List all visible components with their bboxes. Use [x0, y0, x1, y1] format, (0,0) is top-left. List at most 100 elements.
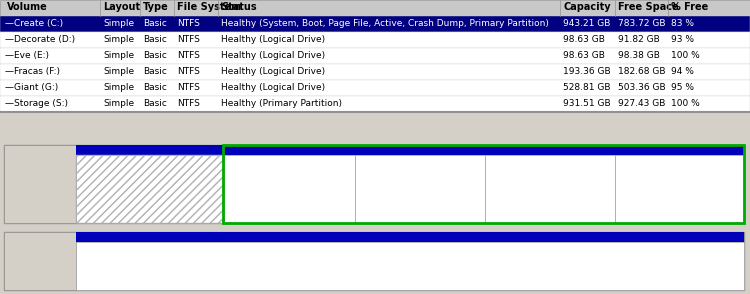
Text: Free Space: Free Space [618, 2, 679, 12]
Text: Online: Online [7, 263, 36, 272]
Text: Healthy (Logical Drive): Healthy (Logical Drive) [226, 176, 314, 185]
Bar [224, 145, 355, 155]
Text: Healthy (Primary Partition): Healthy (Primary Partition) [221, 99, 342, 108]
Bar [0, 16, 750, 32]
Text: —Fracas (F:): —Fracas (F:) [5, 67, 60, 76]
Bar [0, 48, 750, 64]
Text: Healthy (Logical Drive): Healthy (Logical Drive) [221, 83, 326, 92]
Text: Healthy (Logical Drive): Healthy (Logical Drive) [221, 51, 326, 60]
Text: Healthy (Primary Partition): Healthy (Primary Partition) [79, 263, 182, 272]
Text: Healthy (Logical Drive): Healthy (Logical Drive) [487, 176, 575, 185]
Text: Basic: Basic [143, 35, 166, 44]
Text: Volume: Volume [7, 2, 48, 12]
Text: 1862.64 GB: 1862.64 GB [7, 167, 60, 176]
Bar [4, 232, 76, 290]
Text: Simple: Simple [103, 83, 134, 92]
Text: —Disk 1: —Disk 1 [7, 234, 47, 243]
Text: Simple: Simple [103, 35, 134, 44]
Text: Basic: Basic [143, 51, 166, 60]
Text: Basic: Basic [143, 19, 166, 28]
Text: 98.63 GB: 98.63 GB [563, 51, 604, 60]
Text: 94 %: 94 % [671, 67, 694, 76]
Text: Storage (S:): Storage (S:) [79, 244, 129, 253]
Text: NTFS: NTFS [177, 51, 200, 60]
Text: Layout: Layout [103, 2, 140, 12]
Text: Healthy (Logical Drive): Healthy (Logical Drive) [221, 35, 326, 44]
Text: 83 %: 83 % [671, 19, 694, 28]
Text: 98.63 GB NTFS: 98.63 GB NTFS [356, 167, 413, 176]
Text: —Eve (E:): —Eve (E:) [5, 51, 49, 60]
Text: Simple: Simple [103, 51, 134, 60]
Bar [4, 145, 76, 223]
Text: Healthy (Logical Drive): Healthy (Logical Drive) [617, 176, 705, 185]
Text: 95 %: 95 % [671, 83, 694, 92]
Text: % Free: % Free [671, 2, 708, 12]
Text: NTFS: NTFS [177, 35, 200, 44]
Text: Create (C:): Create (C:) [78, 157, 124, 166]
Text: 91.82 GB: 91.82 GB [618, 35, 660, 44]
Bar [0, 96, 750, 112]
Bar [355, 155, 484, 223]
Text: Basic: Basic [7, 245, 31, 254]
Bar [4, 232, 744, 290]
Bar [76, 232, 744, 242]
Text: 927.43 GB: 927.43 GB [618, 99, 665, 108]
Text: Decorate (D:): Decorate (D:) [226, 157, 284, 166]
Bar [0, 64, 750, 80]
Text: 100 %: 100 % [671, 51, 700, 60]
Text: Healthy (Logical Drive): Healthy (Logical Drive) [356, 176, 445, 185]
Text: 98.63 GB: 98.63 GB [563, 35, 604, 44]
Text: —Giant (G:): —Giant (G:) [5, 83, 58, 92]
Bar [615, 155, 744, 223]
Bar [76, 242, 744, 290]
Bar [0, 112, 750, 294]
Text: 783.72 GB: 783.72 GB [618, 19, 665, 28]
Bar [224, 155, 355, 223]
Bar [0, 32, 750, 48]
Bar [76, 155, 224, 223]
Text: 193.36 GB: 193.36 GB [563, 67, 610, 76]
Bar [484, 155, 615, 223]
Text: Healthy (Logical Drive): Healthy (Logical Drive) [221, 67, 326, 76]
Text: 98.63 GB NTFS: 98.63 GB NTFS [226, 167, 284, 176]
Text: 100 %: 100 % [671, 99, 700, 108]
Bar [76, 155, 224, 223]
Text: Type: Type [143, 2, 169, 12]
Text: Online: Online [7, 176, 36, 185]
Bar [0, 0, 750, 16]
Text: Basic: Basic [143, 83, 166, 92]
Text: 943.21 GB NTFS: 943.21 GB NTFS [78, 167, 140, 176]
Text: 528.81 GB NTFS: 528.81 GB NTFS [617, 167, 679, 176]
Text: 528.81 GB: 528.81 GB [563, 83, 610, 92]
Bar [484, 145, 615, 155]
Text: Basic: Basic [143, 99, 166, 108]
Text: 931.51 GB: 931.51 GB [563, 99, 610, 108]
Text: Basic: Basic [143, 67, 166, 76]
Text: 193.36 GB NTFS: 193.36 GB NTFS [487, 167, 548, 176]
Text: —Decorate (D:): —Decorate (D:) [5, 35, 75, 44]
Text: Capacity: Capacity [563, 2, 610, 12]
Text: Healthy (System, Boot, Page File, Active, Crash Dump, Primary Partition): Healthy (System, Boot, Page File, Active… [221, 19, 549, 28]
Bar [0, 80, 750, 96]
Text: —Create (C:): —Create (C:) [5, 19, 63, 28]
Bar [355, 145, 484, 155]
Bar [4, 145, 744, 223]
Text: 943.21 GB: 943.21 GB [563, 19, 610, 28]
Text: —Disk 0: —Disk 0 [7, 147, 47, 156]
Text: 93 %: 93 % [671, 35, 694, 44]
Text: Simple: Simple [103, 67, 134, 76]
Text: —Storage (S:): —Storage (S:) [5, 99, 68, 108]
Text: Status: Status [221, 2, 256, 12]
Text: 98.38 GB: 98.38 GB [618, 51, 660, 60]
Text: 931.51 GB NTFS: 931.51 GB NTFS [79, 254, 141, 263]
Text: NTFS: NTFS [177, 19, 200, 28]
Text: Simple: Simple [103, 19, 134, 28]
Text: Simple: Simple [103, 99, 134, 108]
Bar [615, 145, 744, 155]
Text: Healthy (System, Boot, Page File, Ac: Healthy (System, Boot, Page File, Ac [78, 176, 217, 185]
Text: Basic: Basic [7, 158, 31, 167]
Text: NTFS: NTFS [177, 83, 200, 92]
Text: 931.51 GB: 931.51 GB [7, 254, 55, 263]
Bar [224, 145, 744, 223]
Text: 503.36 GB: 503.36 GB [618, 83, 666, 92]
